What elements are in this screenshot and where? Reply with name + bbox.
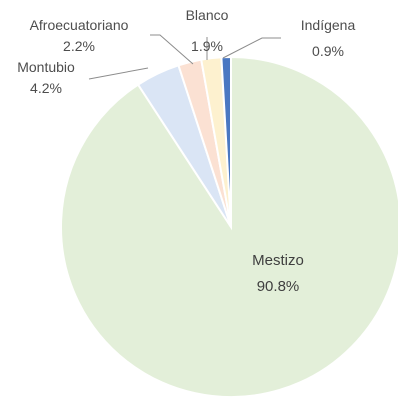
pie-slices xyxy=(60,55,398,397)
label-value-mestizo: 90.8% xyxy=(257,278,300,295)
leader-line-afroecuatoriano xyxy=(150,34,194,65)
label-value-blanco: 1.9% xyxy=(191,38,223,54)
leader-lines xyxy=(88,34,281,80)
pie-slice-indigena xyxy=(220,55,232,228)
label-category-blanco: Blanco xyxy=(186,7,229,23)
leader-line-montubio xyxy=(88,67,149,80)
label-value-afroecuatoriano: 2.2% xyxy=(63,38,95,54)
label-category-mestizo: Mestizo xyxy=(252,252,304,269)
label-value-montubio: 4.2% xyxy=(30,80,62,96)
label-category-afroecuatoriano: Afroecuatoriano xyxy=(30,17,129,33)
label-category-montubio: Montubio xyxy=(17,59,75,75)
label-value-indigena: 0.9% xyxy=(312,43,344,59)
data-labels: Afroecuatoriano 2.2% Blanco 1.9% Indígen… xyxy=(17,7,355,295)
leader-line-indigena xyxy=(222,37,281,59)
pie-slice-mestizo xyxy=(60,55,398,397)
label-category-indigena: Indígena xyxy=(301,17,356,33)
